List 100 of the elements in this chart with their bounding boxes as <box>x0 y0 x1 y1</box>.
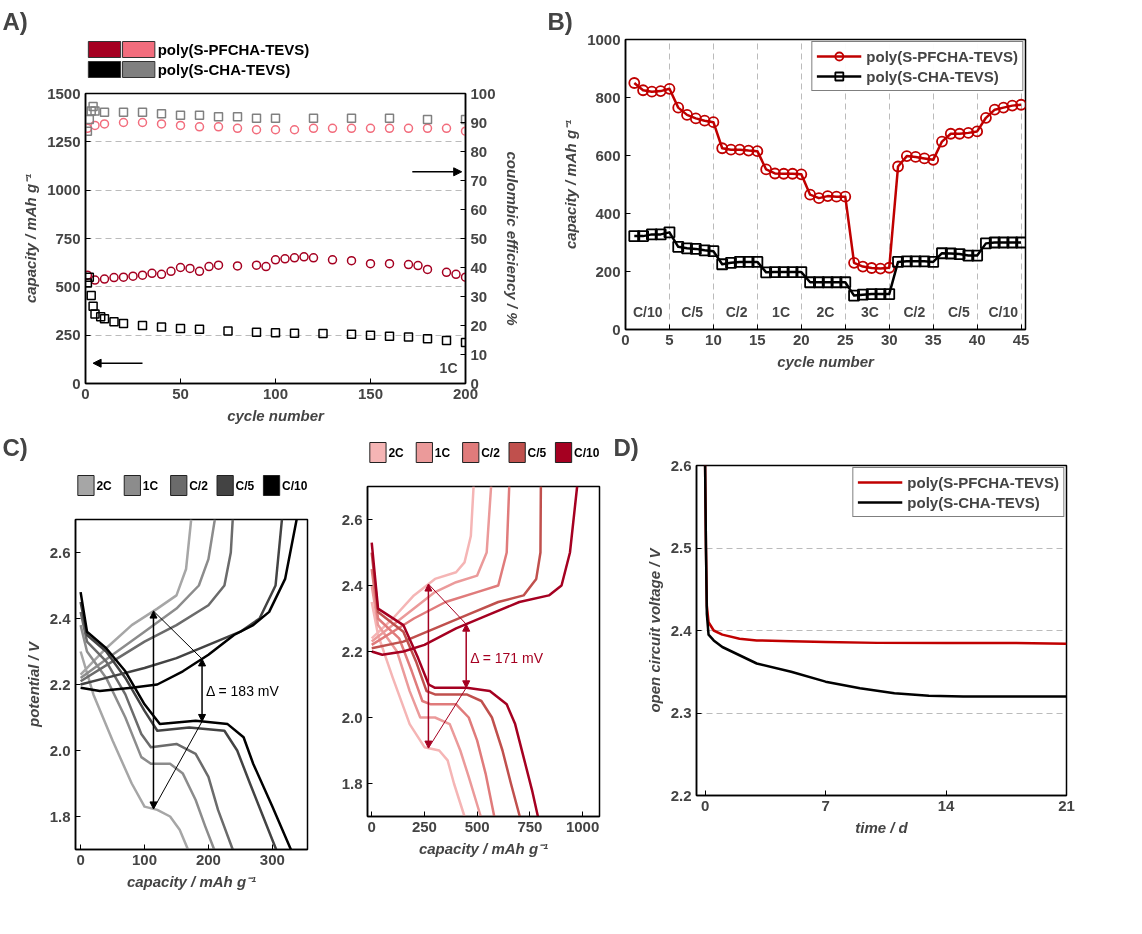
chart-title: C) <box>2 433 28 461</box>
legend-label: 2C <box>96 478 113 493</box>
chart-title: D) <box>613 433 639 461</box>
x-tick-label: 40 <box>968 330 986 348</box>
annotation: C/5 <box>681 303 704 320</box>
y-tick-label: 2.0 <box>341 708 363 726</box>
y-tick-label: 500 <box>55 277 81 295</box>
x-tick-label: 10 <box>705 330 722 348</box>
x-tick-label: 35 <box>924 330 942 348</box>
x-tick-label: 1000 <box>565 817 600 835</box>
annotation: C/5 <box>947 303 970 320</box>
y-tick-label: 2.0 <box>49 741 71 759</box>
annotation: C/2 <box>903 303 926 320</box>
y-tick-label: 400 <box>595 204 621 222</box>
y-axis-title: open circuit voltage / V <box>645 546 663 713</box>
chart-title: A) <box>2 7 28 35</box>
y2-tick-label: 60 <box>470 200 488 218</box>
legend-label: poly(S-CHA-TEVS) <box>907 493 1040 511</box>
x-tick-label: 250 <box>411 817 437 835</box>
x-tick-label: 15 <box>749 330 766 348</box>
legend-label: poly(S-PFCHA-TEVS) <box>907 473 1059 491</box>
legend-label: poly(S-CHA-TEVS) <box>157 61 291 78</box>
y-tick-label: 2.6 <box>670 456 692 474</box>
legend-label: 2C <box>388 445 405 460</box>
x-tick-label: 45 <box>1012 330 1030 348</box>
y2-tick-label: 100 <box>470 84 496 102</box>
legend-label: poly(S-PFCHA-TEVS) <box>157 41 310 58</box>
x-tick-label: 21 <box>1058 796 1075 814</box>
annotation: C/10 <box>632 303 663 320</box>
legend-label: C/2 <box>481 445 501 460</box>
y-tick-label: 750 <box>55 229 81 247</box>
legend-label: C/5 <box>235 478 255 493</box>
x-tick-label: 750 <box>517 817 543 835</box>
y2-tick-label: 30 <box>470 287 488 305</box>
annotation: Δ = 183 mV <box>206 683 280 700</box>
annotation: Δ = 171 mV <box>470 650 544 667</box>
x-tick-label: 500 <box>464 817 490 835</box>
x-axis-title: cycle number <box>227 406 326 424</box>
annotation: 2C <box>816 303 835 320</box>
y-tick-label: 1500 <box>47 84 81 102</box>
annotation: 1C <box>439 359 458 376</box>
y-axis-title: capacity / mAh g⁻¹ <box>562 119 580 250</box>
legend-label: C/10 <box>281 478 308 493</box>
y-tick-label: 1.8 <box>49 807 71 825</box>
legend-label: 1C <box>142 478 159 493</box>
y2-tick-label: 40 <box>470 258 488 276</box>
annotation: 1C <box>772 303 791 320</box>
x-tick-label: 7 <box>821 796 830 814</box>
legend-label: C/2 <box>189 478 209 493</box>
annotation: C/10 <box>988 303 1019 320</box>
y-tick-label: 2.2 <box>341 642 363 660</box>
x-tick-label: 25 <box>836 330 854 348</box>
annotation: C/2 <box>725 303 748 320</box>
x-tick-label: 0 <box>367 817 376 835</box>
y-tick-label: 1000 <box>587 30 621 48</box>
x-tick-label: 0 <box>700 796 710 814</box>
x-tick-label: 50 <box>172 384 189 402</box>
y2-axis-title: coulombic efficiency / % <box>503 151 521 326</box>
legend-label: poly(S-PFCHA-TEVS) <box>866 47 1018 65</box>
y2-tick-label: 20 <box>470 316 488 334</box>
x-axis-title: capacity / mAh g⁻¹ <box>418 839 549 857</box>
y-tick-label: 2.2 <box>49 675 71 693</box>
y2-tick-label: 80 <box>470 142 488 160</box>
chart-title: B) <box>547 7 573 35</box>
x-tick-label: 5 <box>665 330 674 348</box>
x-tick-label: 300 <box>259 850 285 868</box>
y-tick-label: 2.4 <box>670 621 693 639</box>
legend-label: 1C <box>434 445 451 460</box>
y-tick-label: 1250 <box>47 132 81 150</box>
y-tick-label: 200 <box>595 262 621 280</box>
y-tick-label: 600 <box>595 146 621 164</box>
annotation: 3C <box>861 303 879 320</box>
y2-tick-label: 50 <box>470 229 488 247</box>
y2-tick-label: 70 <box>470 171 488 189</box>
y-tick-label: 2.3 <box>670 704 692 721</box>
y-tick-label: 2.5 <box>670 539 692 556</box>
y-tick-label: 2.6 <box>49 543 71 561</box>
x-tick-label: 100 <box>132 850 158 868</box>
x-axis-title: capacity / mAh g⁻¹ <box>126 872 257 890</box>
x-tick-label: 150 <box>357 384 384 402</box>
x-tick-label: 100 <box>262 384 289 402</box>
y-tick-label: 1000 <box>47 181 81 199</box>
y-axis-title: potential / V <box>24 640 42 728</box>
y-axis-title: capacity / mAh g⁻¹ <box>22 173 40 304</box>
x-axis-title: time / d <box>855 818 909 836</box>
y2-tick-label: 10 <box>470 345 488 363</box>
legend-label: C/10 <box>573 445 600 460</box>
y-tick-label: 1.8 <box>341 774 363 792</box>
y-tick-label: 2.2 <box>670 786 692 804</box>
x-tick-label: 14 <box>937 796 956 814</box>
legend-label: poly(S-CHA-TEVS) <box>866 67 999 85</box>
y-tick-label: 2.6 <box>341 510 363 528</box>
y-tick-label: 2.4 <box>49 609 72 627</box>
x-tick-label: 200 <box>195 850 221 868</box>
legend-label: C/5 <box>527 445 547 460</box>
y2-tick-label: 90 <box>470 113 488 131</box>
y-tick-label: 2.4 <box>341 576 364 594</box>
y-tick-label: 800 <box>595 88 621 106</box>
x-tick-label: 30 <box>880 330 898 348</box>
x-tick-label: 20 <box>792 330 810 348</box>
